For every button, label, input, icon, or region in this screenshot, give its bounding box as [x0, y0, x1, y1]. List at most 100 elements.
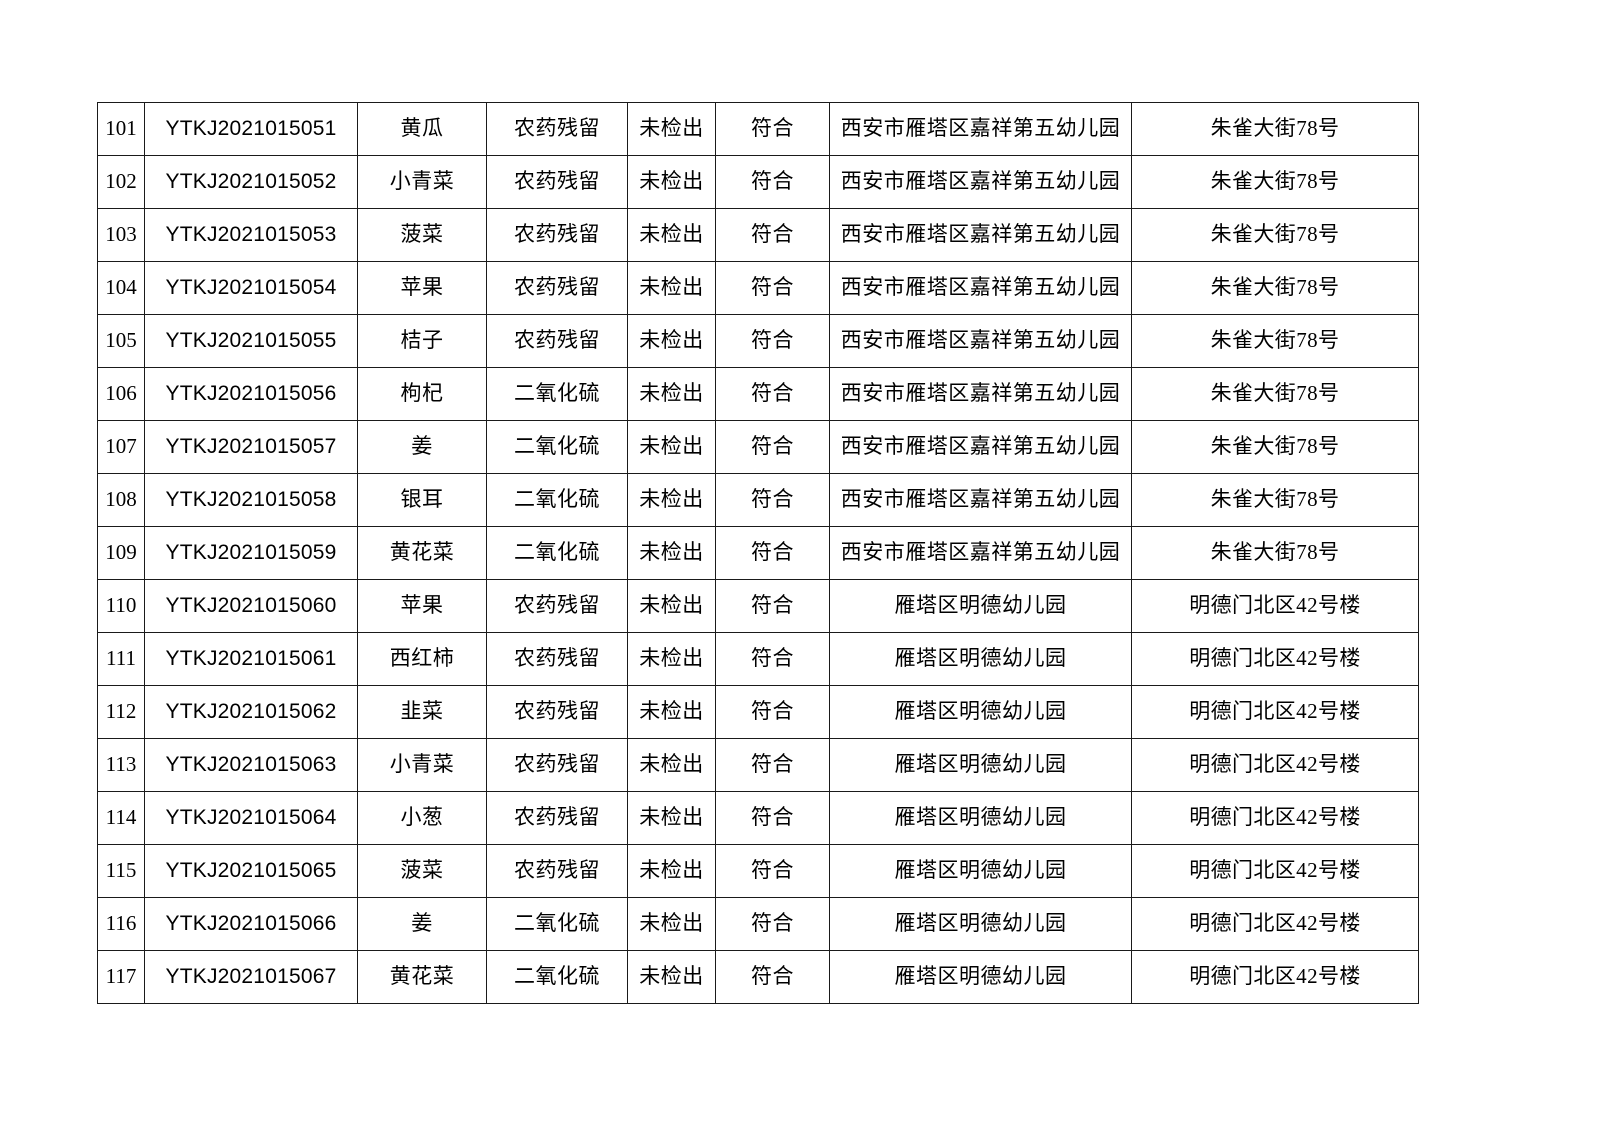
- test-item: 二氧化硫: [486, 420, 628, 474]
- inspection-results-table: 101 YTKJ2021015051 黄瓜 农药残留 未检出 符合 西安市雁塔区嘉祥第五幼儿…: [97, 102, 1419, 1004]
- table-row: 116 YTKJ2021015066 姜二氧化硫 未检出 符合 雁塔区明德幼儿园 明德门北区…: [97, 897, 1419, 951]
- test-result: 未检出: [627, 314, 716, 368]
- product-name: 小青菜: [357, 155, 487, 209]
- sample-code: YTKJ2021015052: [144, 155, 358, 209]
- institution-address: 明德门北区42号楼: [1131, 791, 1419, 845]
- sample-code: YTKJ2021015054: [144, 261, 358, 315]
- table-row: 113 YTKJ2021015063 小青菜 农药残留 未检出 符合 雁塔区明德幼儿园 明德门…: [97, 738, 1419, 792]
- conclusion: 符合: [715, 526, 830, 580]
- institution-name: 西安市雁塔区嘉祥第五幼儿园: [829, 526, 1132, 580]
- test-item: 农药残留: [486, 261, 628, 315]
- institution-address: 明德门北区42号楼: [1131, 738, 1419, 792]
- institution-address: 朱雀大街78号: [1131, 155, 1419, 209]
- product-name: 银耳: [357, 473, 487, 527]
- row-index: 117: [97, 950, 145, 1004]
- row-index: 109: [97, 526, 145, 580]
- test-item: 农药残留: [486, 791, 628, 845]
- test-item: 二氧化硫: [486, 950, 628, 1004]
- product-name: 苹果: [357, 579, 487, 633]
- institution-address: 朱雀大街78号: [1131, 526, 1419, 580]
- test-result: 未检出: [627, 579, 716, 633]
- institution-name: 西安市雁塔区嘉祥第五幼儿园: [829, 208, 1132, 262]
- sample-code: YTKJ2021015058: [144, 473, 358, 527]
- row-index: 116: [97, 897, 145, 951]
- institution-name: 雁塔区明德幼儿园: [829, 579, 1132, 633]
- institution-name: 雁塔区明德幼儿园: [829, 685, 1132, 739]
- conclusion: 符合: [715, 897, 830, 951]
- row-index: 111: [97, 632, 145, 686]
- sample-code: YTKJ2021015067: [144, 950, 358, 1004]
- test-item: 二氧化硫: [486, 526, 628, 580]
- test-result: 未检出: [627, 791, 716, 845]
- product-name: 苹果: [357, 261, 487, 315]
- test-result: 未检出: [627, 473, 716, 527]
- row-index: 115: [97, 844, 145, 898]
- sample-code: YTKJ2021015060: [144, 579, 358, 633]
- test-item: 二氧化硫: [486, 897, 628, 951]
- sample-code: YTKJ2021015062: [144, 685, 358, 739]
- table-row: 107 YTKJ2021015057 姜二氧化硫 未检出 符合 西安市雁塔区嘉祥第五幼儿园…: [97, 420, 1419, 474]
- institution-address: 明德门北区42号楼: [1131, 632, 1419, 686]
- institution-name: 雁塔区明德幼儿园: [829, 844, 1132, 898]
- institution-address: 朱雀大街78号: [1131, 261, 1419, 315]
- sample-code: YTKJ2021015065: [144, 844, 358, 898]
- sample-code: YTKJ2021015056: [144, 367, 358, 421]
- institution-address: 朱雀大街78号: [1131, 314, 1419, 368]
- product-name: 黄瓜: [357, 102, 487, 156]
- institution-address: 明德门北区42号楼: [1131, 950, 1419, 1004]
- institution-address: 朱雀大街78号: [1131, 420, 1419, 474]
- product-name: 姜: [357, 897, 487, 951]
- test-item: 农药残留: [486, 632, 628, 686]
- institution-name: 西安市雁塔区嘉祥第五幼儿园: [829, 473, 1132, 527]
- institution-name: 西安市雁塔区嘉祥第五幼儿园: [829, 155, 1132, 209]
- conclusion: 符合: [715, 261, 830, 315]
- conclusion: 符合: [715, 420, 830, 474]
- conclusion: 符合: [715, 738, 830, 792]
- product-name: 小葱: [357, 791, 487, 845]
- test-item: 农药残留: [486, 102, 628, 156]
- test-result: 未检出: [627, 685, 716, 739]
- row-index: 105: [97, 314, 145, 368]
- test-item: 农药残留: [486, 738, 628, 792]
- test-result: 未检出: [627, 155, 716, 209]
- table-row: 101 YTKJ2021015051 黄瓜 农药残留 未检出 符合 西安市雁塔区嘉祥第五幼儿…: [97, 102, 1419, 156]
- inspection-results-table-container: 101 YTKJ2021015051 黄瓜 农药残留 未检出 符合 西安市雁塔区嘉祥第五幼儿…: [97, 102, 1419, 1004]
- conclusion: 符合: [715, 473, 830, 527]
- row-index: 110: [97, 579, 145, 633]
- test-result: 未检出: [627, 102, 716, 156]
- table-row: 112 YTKJ2021015062 韭菜 农药残留 未检出 符合 雁塔区明德幼儿园 明德门北…: [97, 685, 1419, 739]
- table-row: 102 YTKJ2021015052 小青菜 农药残留 未检出 符合 西安市雁塔区嘉祥第五幼…: [97, 155, 1419, 209]
- institution-address: 明德门北区42号楼: [1131, 685, 1419, 739]
- conclusion: 符合: [715, 579, 830, 633]
- row-index: 102: [97, 155, 145, 209]
- conclusion: 符合: [715, 844, 830, 898]
- product-name: 黄花菜: [357, 526, 487, 580]
- test-item: 农药残留: [486, 155, 628, 209]
- test-result: 未检出: [627, 208, 716, 262]
- row-index: 103: [97, 208, 145, 262]
- conclusion: 符合: [715, 155, 830, 209]
- test-item: 农药残留: [486, 844, 628, 898]
- table-body: 101 YTKJ2021015051 黄瓜 农药残留 未检出 符合 西安市雁塔区嘉祥第五幼儿…: [97, 102, 1419, 1004]
- row-index: 106: [97, 367, 145, 421]
- row-index: 107: [97, 420, 145, 474]
- institution-name: 雁塔区明德幼儿园: [829, 897, 1132, 951]
- table-row: 111 YTKJ2021015061 西红柿 农药残留 未检出 符合 雁塔区明德幼儿园 明德门…: [97, 632, 1419, 686]
- test-item: 农药残留: [486, 208, 628, 262]
- product-name: 黄花菜: [357, 950, 487, 1004]
- test-result: 未检出: [627, 897, 716, 951]
- table-row: 114 YTKJ2021015064 小葱 农药残留 未检出 符合 雁塔区明德幼儿园 明德门北…: [97, 791, 1419, 845]
- conclusion: 符合: [715, 314, 830, 368]
- test-result: 未检出: [627, 844, 716, 898]
- institution-address: 朱雀大街78号: [1131, 102, 1419, 156]
- conclusion: 符合: [715, 791, 830, 845]
- product-name: 姜: [357, 420, 487, 474]
- sample-code: YTKJ2021015053: [144, 208, 358, 262]
- product-name: 枸杞: [357, 367, 487, 421]
- row-index: 101: [97, 102, 145, 156]
- institution-name: 雁塔区明德幼儿园: [829, 738, 1132, 792]
- conclusion: 符合: [715, 208, 830, 262]
- table-row: 103 YTKJ2021015053 菠菜 农药残留 未检出 符合 西安市雁塔区嘉祥第五幼儿…: [97, 208, 1419, 262]
- test-item: 二氧化硫: [486, 473, 628, 527]
- test-item: 二氧化硫: [486, 367, 628, 421]
